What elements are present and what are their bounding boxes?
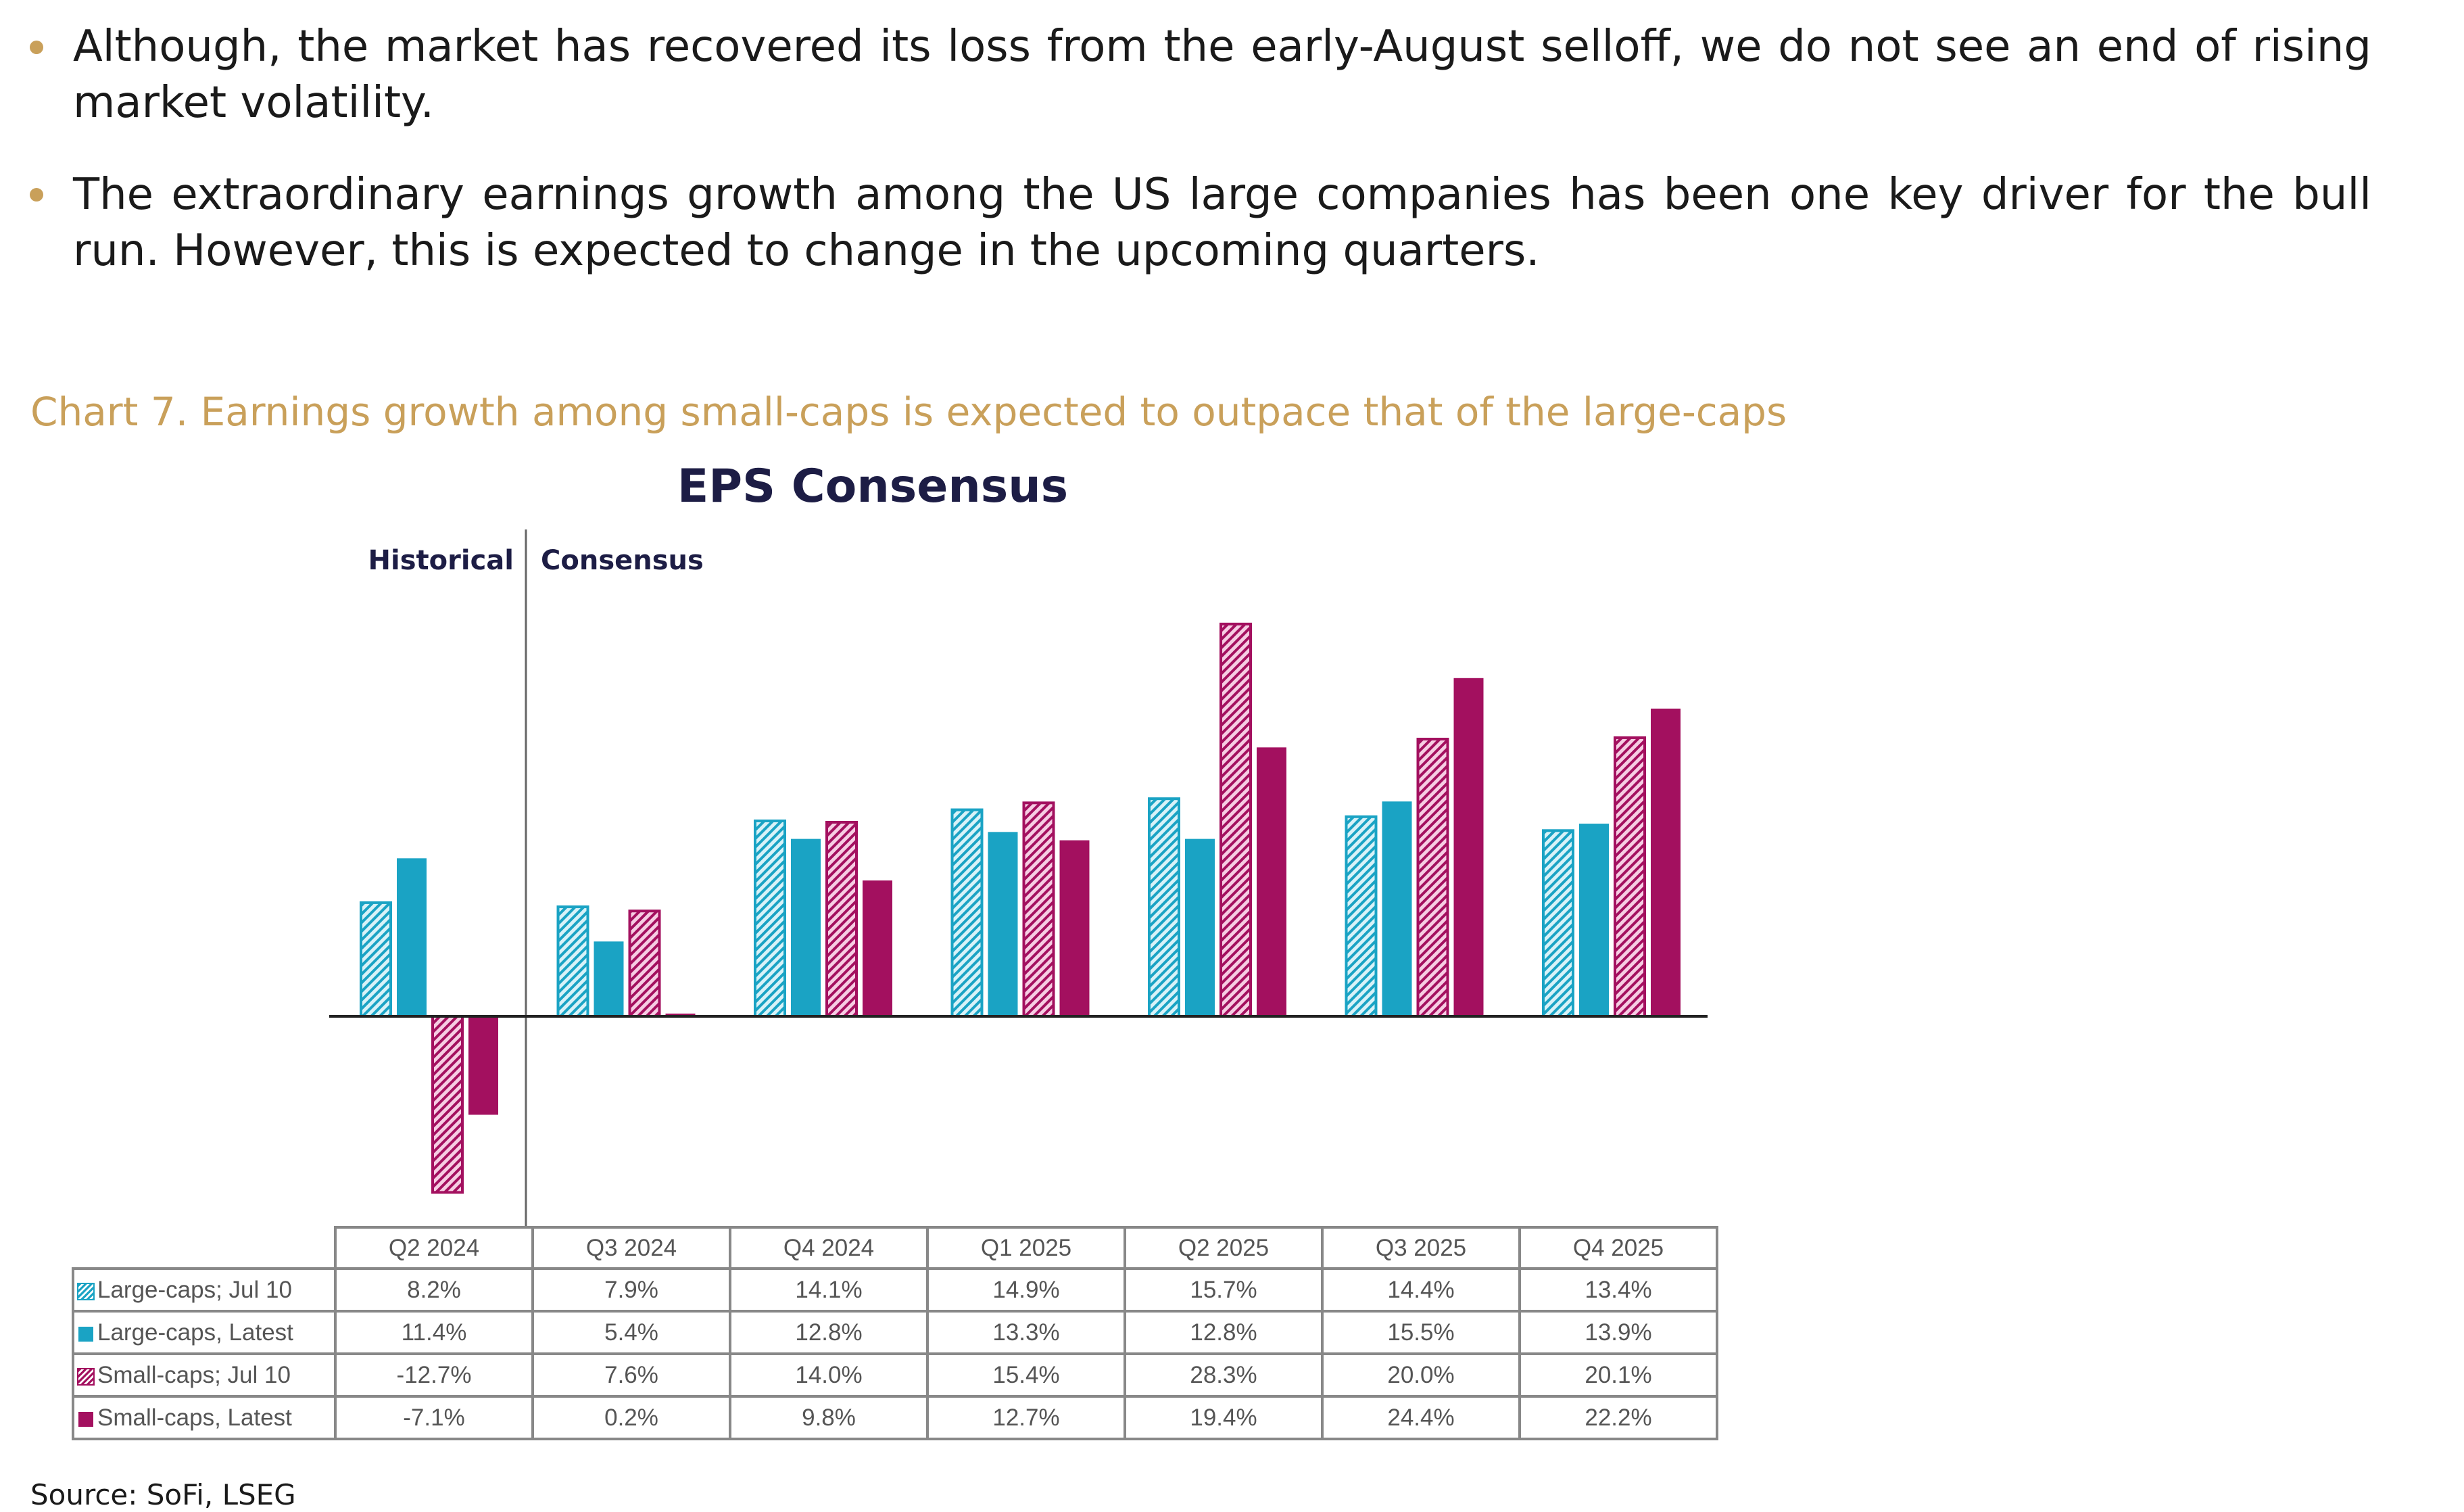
bar-q3-2024-series-3 — [665, 1013, 696, 1016]
table-cell: 15.4% — [926, 1352, 1126, 1398]
bar-q2-2024-series-3 — [468, 1016, 498, 1115]
bar-q2-2025-series-1 — [1185, 838, 1215, 1016]
legend-label: Large-caps; Jul 10 — [72, 1267, 337, 1313]
table-corner — [73, 1227, 335, 1270]
table-cell: 15.7% — [1124, 1267, 1324, 1313]
table-cell: 12.7% — [926, 1395, 1126, 1440]
table-cell: 11.4% — [334, 1310, 534, 1355]
legend-swatch-icon — [77, 1367, 95, 1386]
bar-q3-2025-series-1 — [1382, 801, 1412, 1016]
bar-q1-2025-series-2 — [1022, 801, 1055, 1018]
legend-swatch-icon — [78, 1411, 93, 1427]
table-cell: 13.9% — [1518, 1310, 1718, 1355]
chart-caption: Chart 7. Earnings growth among small-cap… — [30, 389, 1787, 435]
table-header-q4-2025: Q4 2025 — [1518, 1226, 1718, 1270]
bar-q4-2024-series-1 — [791, 838, 821, 1016]
series-name: Large-caps; Jul 10 — [97, 1276, 292, 1303]
table-cell: 14.1% — [729, 1267, 929, 1313]
table-cell: 14.0% — [729, 1352, 929, 1398]
bar-q2-2025-series-0 — [1148, 797, 1180, 1018]
bar-q2-2024-series-0 — [360, 901, 392, 1018]
table-cell: -12.7% — [334, 1352, 534, 1398]
table-cell: 24.4% — [1321, 1395, 1521, 1440]
bar-q4-2025-series-0 — [1542, 829, 1574, 1018]
table-row: Large-caps; Jul 10 8.2% 7.9% 14.1% 14.9% 15.7… — [72, 1267, 1718, 1313]
table-cell: 8.2% — [334, 1267, 534, 1313]
table-header-q3-2025: Q3 2025 — [1321, 1226, 1521, 1270]
table-cell: 12.8% — [729, 1310, 929, 1355]
series-name: Small-caps, Latest — [97, 1404, 292, 1431]
table-header-q4-2024: Q4 2024 — [729, 1226, 929, 1270]
bar-q4-2025-series-3 — [1651, 708, 1681, 1016]
table-cell: 13.4% — [1518, 1267, 1718, 1313]
table-header-q2-2025: Q2 2025 — [1124, 1226, 1324, 1270]
legend-swatch-icon — [77, 1282, 95, 1300]
bar-q3-2025-series-0 — [1345, 815, 1378, 1018]
table-cell: 28.3% — [1124, 1352, 1324, 1398]
bar-q1-2025-series-3 — [1059, 840, 1090, 1016]
bullet-dot — [30, 188, 43, 202]
table-row: Small-caps, Latest -7.1% 0.2% 9.8% 12.7% 19.4… — [72, 1395, 1718, 1440]
bar-q2-2025-series-3 — [1257, 747, 1286, 1016]
legend-label: Large-caps, Latest — [72, 1310, 337, 1355]
bullet-dot — [30, 41, 43, 54]
bar-q2-2024-series-1 — [397, 858, 427, 1016]
bar-q3-2025-series-2 — [1416, 738, 1449, 1018]
table-header-q1-2025: Q1 2025 — [926, 1226, 1126, 1270]
series-name: Small-caps; Jul 10 — [97, 1361, 291, 1388]
table-cell: 20.1% — [1518, 1352, 1718, 1398]
table-cell: 14.9% — [926, 1267, 1126, 1313]
table-cell: 0.2% — [531, 1395, 731, 1440]
bar-q1-2025-series-1 — [988, 832, 1018, 1016]
bar-q4-2024-series-3 — [863, 880, 892, 1016]
consensus-label: Consensus — [541, 545, 704, 576]
bar-q3-2025-series-3 — [1453, 678, 1484, 1016]
bar-q4-2024-series-2 — [825, 821, 858, 1018]
table-cell: 13.3% — [926, 1310, 1126, 1355]
chart-title: EPS Consensus — [677, 460, 1069, 513]
series-name: Large-caps, Latest — [97, 1319, 293, 1346]
table-cell: 7.9% — [531, 1267, 731, 1313]
bar-q4-2025-series-1 — [1579, 824, 1609, 1016]
table-cell: 19.4% — [1124, 1395, 1324, 1440]
table-cell: 20.0% — [1321, 1352, 1521, 1398]
table-header-q2-2024: Q2 2024 — [334, 1226, 534, 1270]
bar-q3-2024-series-1 — [594, 941, 624, 1016]
bar-q3-2024-series-2 — [628, 909, 661, 1018]
legend-swatch-icon — [78, 1326, 93, 1342]
bullet-1: Although, the market has recovered its l… — [73, 22, 2371, 128]
source-note: Source: SoFi, LSEG — [30, 1478, 296, 1511]
table-cell: 5.4% — [531, 1310, 731, 1355]
data-table: Q2 2024 Q3 2024 Q4 2024 Q1 2025 Q2 2025 Q3 20… — [72, 1226, 1718, 1440]
table-cell: 12.8% — [1124, 1310, 1324, 1355]
table-row: Large-caps, Latest 11.4% 5.4% 12.8% 13.3% 12.… — [72, 1310, 1718, 1355]
legend-label: Small-caps; Jul 10 — [72, 1352, 337, 1398]
bar-q4-2024-series-0 — [754, 819, 786, 1018]
bar-q3-2024-series-0 — [556, 905, 589, 1018]
bar-q2-2024-series-2 — [431, 1015, 464, 1194]
table-cell: 14.4% — [1321, 1267, 1521, 1313]
bar-q1-2025-series-0 — [950, 808, 984, 1018]
bar-q4-2025-series-2 — [1614, 736, 1646, 1018]
table-cell: 15.5% — [1321, 1310, 1521, 1355]
table-row: Small-caps; Jul 10 -12.7% 7.6% 14.0% 15.4% 28… — [72, 1352, 1718, 1398]
legend-label: Small-caps, Latest — [72, 1395, 337, 1440]
table-cell: 22.2% — [1518, 1395, 1718, 1440]
table-cell: 9.8% — [729, 1395, 929, 1440]
historical-label: Historical — [368, 545, 514, 576]
table-cell: 7.6% — [531, 1352, 731, 1398]
bar-q2-2025-series-2 — [1219, 622, 1252, 1018]
bullet-2: The extraordinary earnings growth among … — [73, 170, 2371, 276]
table-header-q3-2024: Q3 2024 — [531, 1226, 731, 1270]
table-cell: -7.1% — [334, 1395, 534, 1440]
